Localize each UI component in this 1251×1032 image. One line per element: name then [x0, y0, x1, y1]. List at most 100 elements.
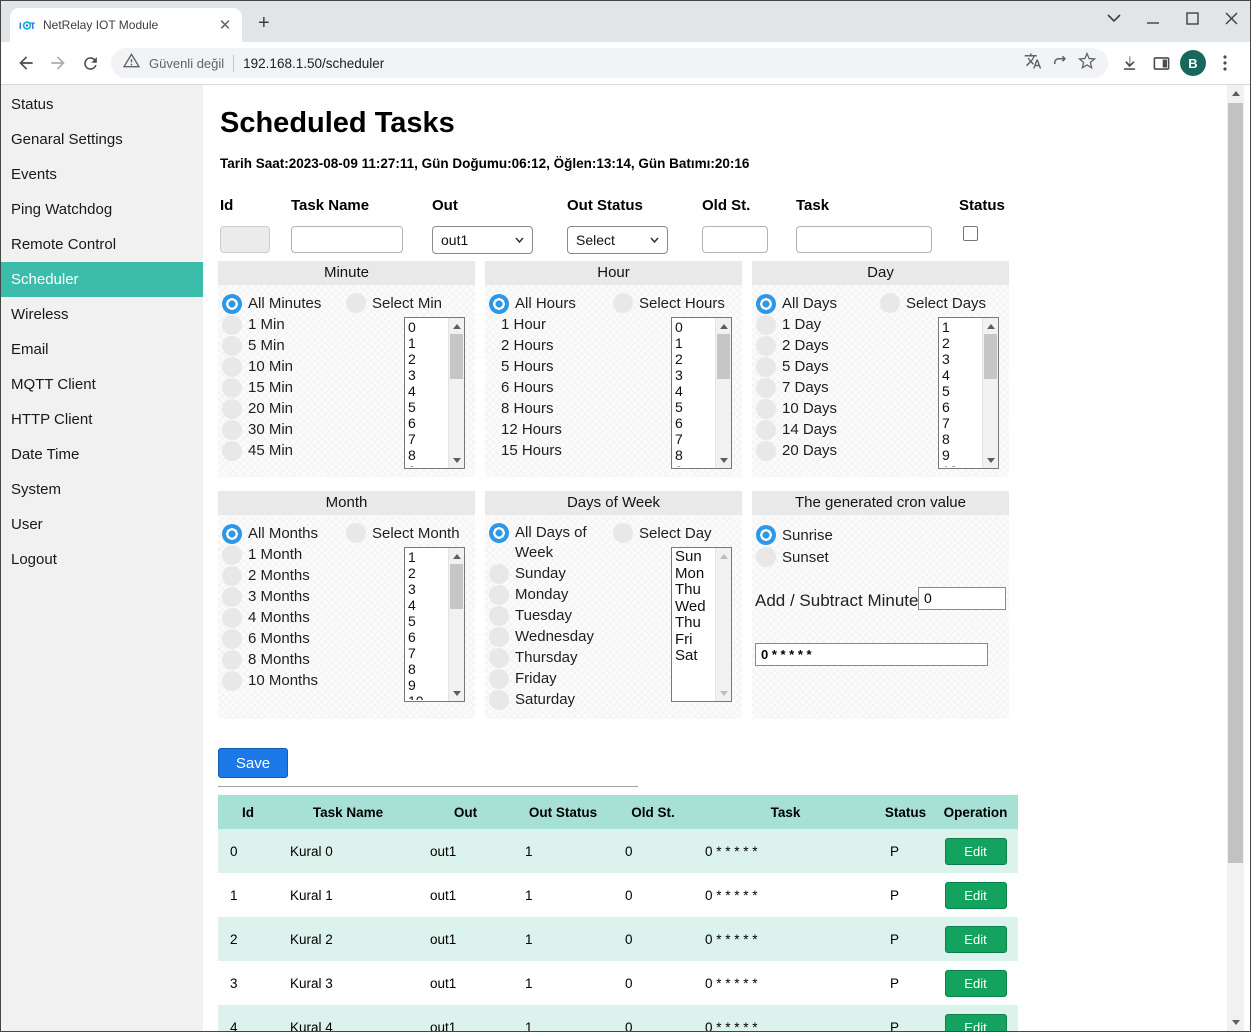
list-option[interactable]: Thu	[675, 581, 701, 598]
hour-option[interactable]: 6 Hours	[501, 379, 554, 396]
radio-icon[interactable]	[489, 668, 509, 689]
list-option[interactable]: 8	[675, 447, 683, 463]
save-button[interactable]: Save	[218, 748, 288, 778]
radio-selected-icon[interactable]	[222, 523, 242, 544]
month-listbox[interactable]: 12345678910	[404, 547, 465, 702]
listbox-scrollbar[interactable]	[715, 548, 731, 701]
list-option[interactable]: 10	[942, 463, 981, 467]
list-option[interactable]: 1	[408, 335, 416, 351]
minute-option[interactable]: 5 Min	[222, 335, 475, 356]
day-option[interactable]: 5 Days	[756, 356, 1009, 377]
radio-icon[interactable]	[756, 419, 776, 440]
select-day-option[interactable]: Select Day	[613, 523, 712, 543]
scroll-down-icon[interactable]	[449, 453, 464, 467]
list-option[interactable]: 3	[408, 581, 416, 597]
profile-avatar[interactable]: B	[1177, 47, 1209, 79]
sidebar-item[interactable]: Events	[11, 166, 57, 183]
hour-option[interactable]: 1 Hour	[501, 316, 547, 333]
list-option[interactable]: 0	[675, 319, 683, 335]
list-option[interactable]: 7	[408, 431, 416, 447]
sidebar-item[interactable]: Ping Watchdog	[11, 201, 113, 218]
radio-icon[interactable]	[756, 440, 776, 461]
radio-icon[interactable]	[222, 607, 242, 628]
sunrise-option[interactable]: Sunrise	[756, 525, 833, 545]
back-button[interactable]	[10, 47, 42, 79]
sidebar-item[interactable]: HTTP Client	[11, 411, 93, 428]
month-option[interactable]: 1 Month	[222, 544, 475, 565]
list-option[interactable]: Sat	[675, 647, 698, 664]
kebab-menu-icon[interactable]	[1209, 47, 1241, 79]
list-option[interactable]: 3	[408, 367, 416, 383]
list-option[interactable]: 4	[675, 383, 683, 399]
select-hours-option[interactable]: Select Hours	[613, 293, 725, 313]
status-checkbox[interactable]	[963, 226, 978, 241]
scrollbar-thumb[interactable]	[984, 334, 997, 379]
cron-value-input[interactable]: 0 * * * * *	[755, 643, 988, 666]
list-option[interactable]: Thu	[675, 614, 701, 631]
list-option[interactable]: Mon	[675, 564, 705, 582]
radio-icon[interactable]	[222, 544, 242, 565]
radio-icon[interactable]	[222, 335, 242, 356]
radio-icon[interactable]	[222, 440, 242, 461]
radio-selected-icon[interactable]	[756, 293, 776, 314]
radio-icon[interactable]	[489, 689, 509, 710]
radio-icon[interactable]	[489, 605, 509, 626]
edit-button[interactable]: Edit	[944, 1013, 1007, 1031]
maximize-button[interactable]	[1186, 11, 1199, 25]
list-option[interactable]: 4	[408, 383, 416, 399]
radio-icon[interactable]	[756, 335, 776, 356]
list-option[interactable]: 2	[408, 351, 416, 367]
tab-close-icon[interactable]: ✕	[218, 16, 232, 34]
list-option[interactable]: 2	[675, 351, 683, 367]
chevron-down-icon[interactable]	[1107, 14, 1121, 22]
sidebar-item[interactable]: Logout	[11, 551, 57, 568]
radio-icon[interactable]	[880, 293, 900, 313]
list-option[interactable]: 5	[408, 613, 416, 629]
select-days-option[interactable]: Select Days	[880, 293, 986, 313]
radio-icon[interactable]	[222, 377, 242, 398]
list-option[interactable]: 9	[675, 463, 714, 467]
radio-icon[interactable]	[756, 356, 776, 377]
minute-listbox[interactable]: 0123456789	[404, 317, 465, 469]
list-option[interactable]: Fri	[675, 630, 693, 648]
list-option[interactable]: 9	[408, 463, 447, 467]
sidebar-item[interactable]: Genaral Settings	[11, 131, 123, 148]
list-option[interactable]: 5	[408, 399, 416, 415]
scrollbar-thumb[interactable]	[450, 334, 463, 379]
task-name-field[interactable]	[291, 226, 403, 253]
scroll-down-icon[interactable]	[716, 453, 731, 467]
all-days-of-week-option[interactable]: All Days of Week	[489, 523, 614, 563]
list-option[interactable]: Wed	[675, 597, 706, 615]
radio-icon[interactable]	[613, 523, 633, 543]
list-option[interactable]: 10	[408, 693, 447, 700]
bookmark-star-icon[interactable]	[1077, 51, 1097, 75]
out-select[interactable]: out1	[432, 226, 533, 254]
sidebar-item[interactable]: Remote Control	[11, 236, 117, 253]
list-option[interactable]: 6	[408, 415, 416, 431]
sidebar-item[interactable]: Status	[11, 96, 54, 113]
scroll-up-icon[interactable]	[449, 549, 464, 563]
radio-icon[interactable]	[489, 647, 509, 668]
radio-icon[interactable]	[756, 314, 776, 335]
edit-button[interactable]: Edit	[944, 837, 1007, 865]
month-option[interactable]: 8 Months	[222, 649, 475, 670]
close-button[interactable]	[1225, 12, 1238, 25]
minute-option[interactable]: 15 Min	[222, 377, 475, 398]
radio-selected-icon[interactable]	[489, 293, 509, 314]
radio-icon[interactable]	[222, 565, 242, 586]
security-label[interactable]: Güvenli değil	[149, 55, 225, 71]
select-month-option[interactable]: Select Month	[346, 523, 460, 543]
radio-icon[interactable]	[756, 398, 776, 419]
all-minutes-option[interactable]: All Minutes	[222, 293, 475, 314]
list-option[interactable]: 8	[942, 431, 950, 447]
list-option[interactable]: 3	[942, 351, 950, 367]
edit-button[interactable]: Edit	[944, 925, 1007, 953]
list-option[interactable]: 5	[942, 383, 950, 399]
sidebar-item[interactable]: Scheduler	[1, 262, 203, 297]
month-option[interactable]: 4 Months	[222, 607, 475, 628]
sunset-option[interactable]: Sunset	[756, 547, 829, 567]
month-option[interactable]: 6 Months	[222, 628, 475, 649]
day-option[interactable]: 1 Day	[756, 314, 1009, 335]
day-option[interactable]: 2 Days	[756, 335, 1009, 356]
weekday-listbox[interactable]: Sun Mon Thu Wed Thu Fri Sat	[671, 547, 732, 702]
